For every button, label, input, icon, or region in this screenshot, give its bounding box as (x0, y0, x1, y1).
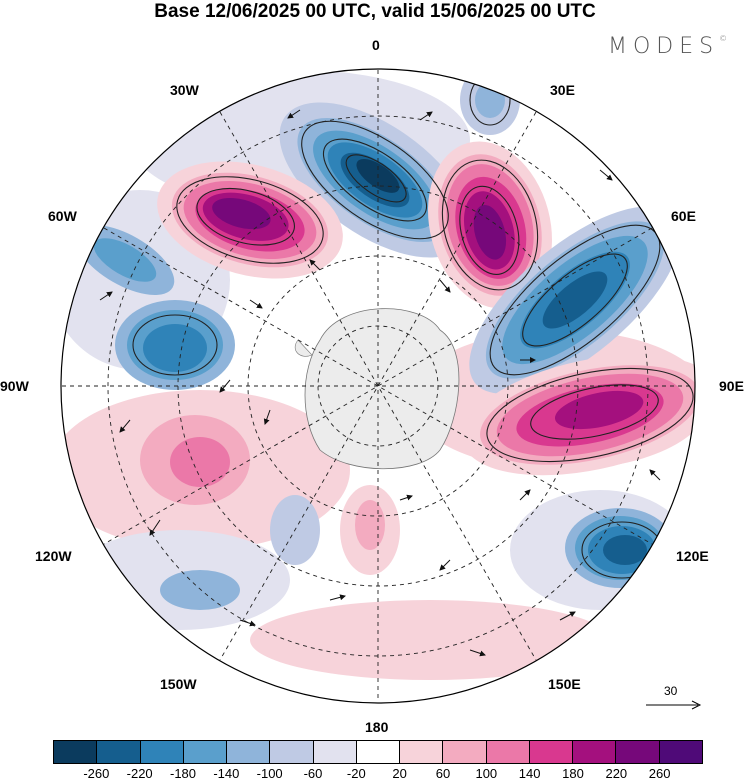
colorbar-tick-label: 220 (605, 766, 628, 781)
colorbar-segment (54, 741, 97, 763)
colorbar-tick-label: -220 (126, 766, 153, 781)
map-title: Base 12/06/2025 00 UTC, valid 15/06/2025… (154, 1, 596, 22)
colorbar-segment (615, 741, 659, 763)
colorbar-segment (442, 741, 486, 763)
colorbar-tick-label: -140 (213, 766, 240, 781)
colorbar-tick-label: -180 (169, 766, 197, 781)
reference-vector-label: 30 (664, 684, 678, 698)
lon-label-90w: 90W (0, 378, 29, 394)
colorbar-segment (96, 741, 140, 763)
lon-label-150e: 150E (548, 676, 581, 692)
colorbar-segment (269, 741, 313, 763)
colorbar-segment (485, 741, 529, 763)
colorbar-tick-label: 20 (392, 766, 407, 781)
colorbar (53, 740, 703, 764)
colorbar-segment (312, 741, 356, 763)
colorbar-segment (355, 741, 400, 763)
colorbar-tick-label: 140 (518, 766, 541, 781)
colorbar-segment (572, 741, 616, 763)
colorbar-ticks: -260 -220 -180 -140 -100 -60 -20 20 60 100 140 180 2… (53, 766, 703, 783)
colorbar-segment (399, 741, 443, 763)
lon-label-0: 0 (372, 37, 380, 53)
lon-label-60e: 60E (671, 208, 696, 224)
lon-label-180: 180 (365, 719, 389, 735)
colorbar-tick-label: -260 (83, 766, 110, 781)
colorbar-segment (528, 741, 573, 763)
colorbar-tick-label: -20 (346, 766, 366, 781)
colorbar-segment (658, 741, 702, 763)
brand-text: MODES (608, 34, 720, 59)
lon-label-30w: 30W (170, 82, 199, 98)
lon-label-120e: 120E (676, 548, 709, 564)
brand-mark: © (719, 34, 728, 43)
colorbar-tick-label: 260 (648, 766, 671, 781)
colorbar-tick-label: 60 (435, 766, 451, 781)
lon-label-30e: 30E (550, 82, 575, 98)
brand-logo: MODES© (608, 34, 727, 59)
colorbar-segment (226, 741, 270, 763)
lon-label-90e: 90E (719, 378, 744, 394)
colorbar-segment (139, 741, 183, 763)
lon-label-120w: 120W (35, 548, 72, 564)
anomaly-field (61, 69, 695, 703)
lon-label-150w: 150W (160, 676, 197, 692)
colorbar-tick-label: -60 (303, 766, 323, 781)
colorbar-tick-label: 100 (475, 766, 498, 781)
colorbar-segment (182, 741, 227, 763)
lon-label-60w: 60W (48, 208, 77, 224)
reference-vector-arrow (646, 700, 702, 710)
colorbar-tick-label: -100 (256, 766, 283, 781)
polar-map (60, 68, 696, 704)
colorbar-tick-label: 180 (562, 766, 584, 781)
